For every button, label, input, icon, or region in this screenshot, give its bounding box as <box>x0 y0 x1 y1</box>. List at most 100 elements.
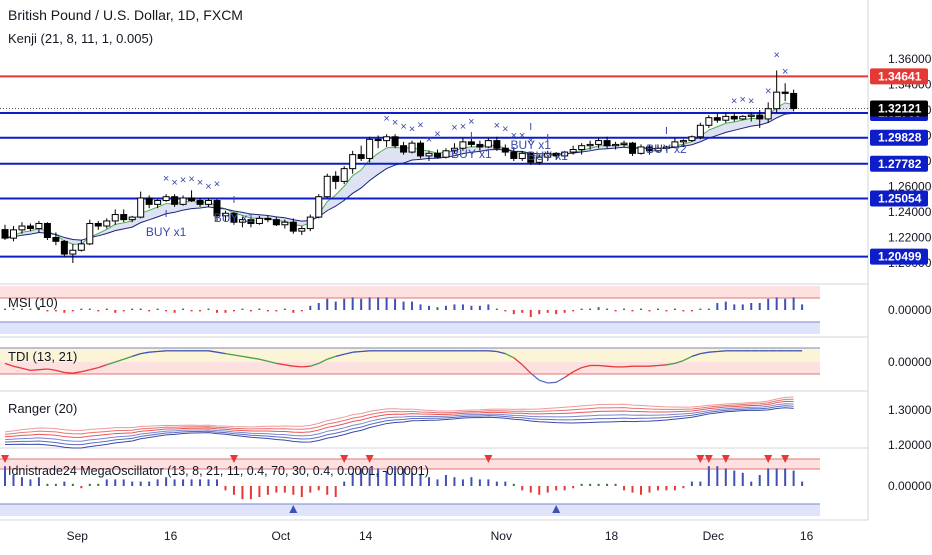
mega-bar <box>385 470 388 486</box>
tdi-line-segment <box>267 360 277 365</box>
candle-down <box>43 222 51 239</box>
msi-bar <box>631 310 634 312</box>
overbought-marker: × <box>188 173 194 185</box>
msi-bar <box>105 308 108 310</box>
candle-up <box>205 200 213 205</box>
candle-down <box>52 237 60 242</box>
overbought-marker: × <box>731 96 737 108</box>
candle-up <box>162 196 170 202</box>
mega-bar <box>105 479 108 486</box>
mega-bar <box>411 472 414 486</box>
mega-bar <box>623 486 626 491</box>
mega-bar <box>597 483 600 486</box>
candle-down <box>417 142 425 157</box>
overbought-marker: × <box>740 94 746 106</box>
time-tick-label: 16 <box>800 529 814 543</box>
msi-bar <box>597 307 600 310</box>
mega-bar <box>12 475 15 486</box>
msi-bar <box>292 310 295 313</box>
candle-up <box>238 219 246 223</box>
candle-up <box>315 196 323 218</box>
candle-down <box>713 117 721 121</box>
time-tick-label: 18 <box>605 529 619 543</box>
mega-bar <box>546 486 549 493</box>
tdi-line-segment <box>233 354 243 358</box>
mega-bar <box>521 486 524 491</box>
tdi-line-segment <box>250 357 260 360</box>
mega-bar <box>29 479 32 486</box>
tdi-line-segment <box>13 365 23 369</box>
mega-tick-label: 0.00000 <box>888 479 932 493</box>
msi-bar <box>733 304 736 310</box>
msi-bar <box>317 303 320 310</box>
buy-signal-label: BUY x1 <box>214 211 255 225</box>
overbought-marker: × <box>180 174 186 186</box>
msi-bar <box>122 310 125 312</box>
candle-up <box>671 141 679 148</box>
msi-bar <box>71 310 74 312</box>
msi-bar <box>750 303 753 310</box>
overbought-marker: × <box>417 120 423 132</box>
mega-bar <box>46 483 49 486</box>
msi-bar <box>266 310 269 312</box>
level-price-label: 1.29828 <box>878 131 922 145</box>
mega-bar <box>529 486 532 493</box>
overbought-marker: × <box>460 121 466 133</box>
mega-bar <box>224 486 227 491</box>
candle-down <box>145 197 153 205</box>
ranger-tick-label: 1.30000 <box>888 403 932 417</box>
tdi-line-segment <box>488 350 497 353</box>
mega-bar <box>707 466 710 486</box>
candle-down <box>603 140 611 147</box>
buy-signal-label: BUY x1 <box>527 149 568 163</box>
msi-bar <box>665 310 668 312</box>
tdi-line-segment <box>607 365 616 368</box>
mega-bar <box>131 481 134 486</box>
msi-bar <box>428 305 430 310</box>
msi-bar <box>470 305 473 310</box>
candle-up <box>349 154 357 170</box>
candle-down <box>433 152 441 158</box>
candle-down <box>188 197 196 202</box>
mega-bar <box>266 486 269 495</box>
tdi-line-segment <box>55 369 65 374</box>
candle-down <box>171 196 179 205</box>
msi-bar <box>640 308 642 310</box>
mega-bar <box>309 486 312 493</box>
msi-bar <box>546 310 549 313</box>
mega-bar <box>334 486 337 497</box>
overbought-marker: × <box>434 129 440 141</box>
msi-bar <box>758 303 761 310</box>
overbought-marker: × <box>773 49 779 61</box>
msi-bar <box>46 310 49 312</box>
msi-bar <box>232 310 235 312</box>
overbought-marker: × <box>205 181 211 193</box>
mega-bar <box>690 481 693 486</box>
mega-bar <box>148 481 151 486</box>
msi-bar <box>402 301 405 310</box>
msi-bar <box>699 308 702 310</box>
msi-bar <box>580 308 583 310</box>
msi-bar <box>563 310 566 313</box>
candle-up <box>35 222 43 230</box>
mega-bar <box>733 470 736 486</box>
ranger-band-line <box>4 407 794 449</box>
mega-bar <box>444 475 447 486</box>
tdi-line-segment <box>242 355 252 359</box>
mega-bar <box>801 481 804 486</box>
msi-bar <box>114 310 117 313</box>
mega-bar <box>343 481 346 486</box>
tdi-line-segment <box>496 350 506 355</box>
ranger-band-line <box>4 405 794 446</box>
mega-bar <box>292 486 295 495</box>
mega-bar <box>673 486 676 491</box>
ranger-band-line <box>4 403 794 442</box>
candle-up <box>561 151 569 157</box>
candle-up <box>298 228 306 232</box>
tdi-line-segment <box>81 369 90 373</box>
tdi-line-segment <box>38 368 48 371</box>
msi-bar <box>377 297 380 310</box>
mega-bar <box>216 479 218 486</box>
mega-bar <box>258 486 261 497</box>
candle-up <box>637 146 645 154</box>
